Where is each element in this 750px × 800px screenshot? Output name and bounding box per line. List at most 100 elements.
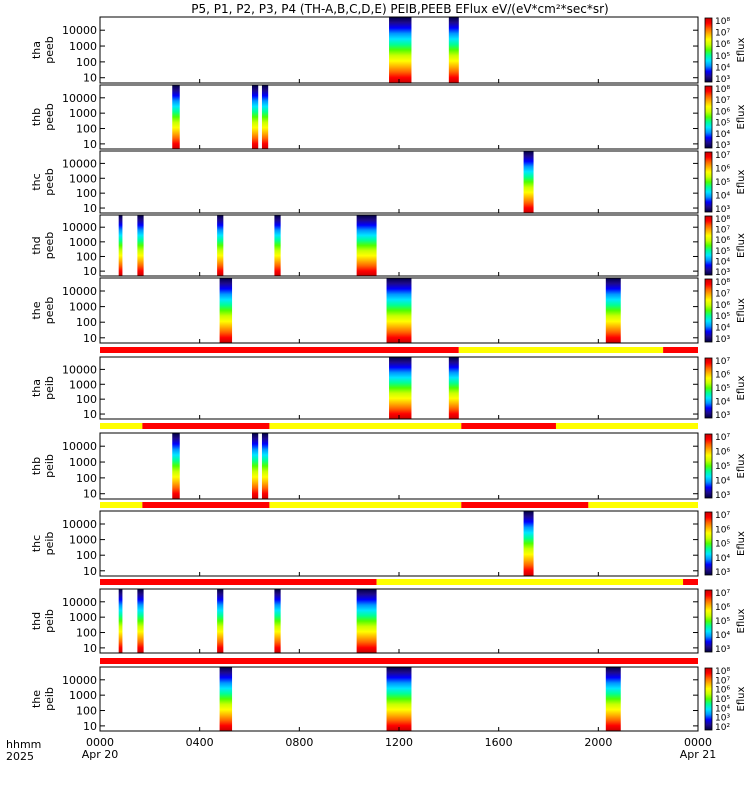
- panel-thc-peeb-colorbar: [704, 151, 713, 213]
- panel-thb-peib-colorbar-tick-3: 10⁶: [715, 448, 730, 458]
- panel-the-peib-colorbar-tick-4: 10⁶: [715, 686, 730, 696]
- panel-thd-peib-interval-2: [217, 589, 224, 653]
- panel-thd-peeb-colorbar-label: Eflux: [736, 233, 747, 258]
- panel-thd-peib-interval-1: [137, 589, 144, 653]
- panel-thc-peib-frame: [99, 510, 699, 577]
- panel-thc-peib-ytick-label-3: 10000: [62, 518, 97, 531]
- panel-thc-peib-colorbar-tick-0: 10³: [715, 568, 730, 578]
- panel-thd-peeb-frame: [99, 214, 699, 277]
- panel-thc-peeb-ytick-label-2: 1000: [69, 172, 97, 185]
- panel-thb-peeb-ytick-label-1: 100: [76, 123, 97, 136]
- panel-thb-peib-mode-segment-0: [100, 423, 143, 429]
- panel-the-peeb-colorbar: [704, 278, 713, 343]
- panel-thc-peib-ylabel-probe: thc: [30, 535, 43, 552]
- panel-thc-peib-colorbar-tick-2: 10⁵: [715, 540, 730, 550]
- panel-tha-peib-ytick-label-1: 100: [76, 393, 97, 406]
- panel-tha-peeb-colorbar-label: Eflux: [736, 37, 747, 62]
- panel-the-peib-colorbar-tick-5: 10⁷: [715, 676, 730, 686]
- panel-the-peeb-interval-0: [219, 278, 233, 343]
- panel-tha-peib-colorbar-tick-2: 10⁵: [715, 384, 730, 394]
- panel-thd-peeb-colorbar: [704, 215, 713, 276]
- panel-thd-peib-ytick-label-0: 10: [83, 642, 97, 655]
- panel-thb-peib-ylabel-species: peib: [43, 454, 56, 478]
- panel-thb-peeb-interval-0: [172, 85, 180, 149]
- panel-thb-peeb-colorbar-tick-1: 10⁴: [715, 130, 730, 140]
- panel-thd-peib-interval-0: [118, 589, 123, 653]
- panel-thb-peib-mode-segment-2: [269, 423, 462, 429]
- panel-tha-peib-ytick-label-3: 10000: [62, 363, 97, 376]
- panel-thc-peib-colorbar-tick-3: 10⁶: [715, 525, 730, 535]
- panel-thc-peib-ytick-label-1: 100: [76, 549, 97, 562]
- panel-the-peib-ylabel-species: peib: [43, 687, 56, 711]
- panel-the-peib-colorbar-tick-3: 10⁵: [715, 695, 730, 705]
- panel-tha-peeb-colorbar-tick-0: 10³: [715, 75, 730, 85]
- panel-thc-peib-mode-segment-4: [588, 502, 698, 508]
- panel-tha-peeb-colorbar: [704, 17, 713, 83]
- panel-thb-peib-colorbar-tick-0: 10³: [715, 491, 730, 501]
- panel-thd-peib-ytick-label-2: 1000: [69, 611, 97, 624]
- time-tick-label-6: 0000: [684, 736, 712, 749]
- panel-tha-peeb-ytick-label-1: 100: [76, 56, 97, 69]
- panel-the-peib-colorbar-label: Eflux: [736, 686, 747, 711]
- panel-thb-peib-colorbar-tick-4: 10⁷: [715, 433, 730, 443]
- panel-the-peib-interval-1: [386, 667, 412, 731]
- time-axis-label-year: 2025: [6, 750, 34, 763]
- panel-thc-peib-colorbar: [704, 511, 713, 576]
- panel-thc-peib-mode-segment-3: [461, 502, 589, 508]
- panel-thd-peeb-ytick-label-1: 100: [76, 250, 97, 263]
- panel-thb-peeb-ylabel-probe: thb: [30, 108, 43, 126]
- time-axis-label-hhmm: hhmm: [6, 738, 42, 751]
- panel-thd-peib-frame: [99, 588, 699, 654]
- panel-thc-peib-colorbar-tick-4: 10⁷: [715, 511, 730, 521]
- panel-tha-peeb-ylabel-species: peeb: [43, 36, 56, 64]
- panel-thd-peib-interval-3: [274, 589, 281, 653]
- panel-thc-peib-colorbar-tick-1: 10⁴: [715, 554, 730, 564]
- panel-tha-peib-interval-1: [448, 357, 459, 419]
- panel-thd-peib-ylabel-probe: thd: [30, 612, 43, 630]
- panel-the-peeb-ytick-label-1: 100: [76, 316, 97, 329]
- panel-the-peib-colorbar-tick-6: 10⁸: [715, 667, 730, 677]
- panel-thd-peib-colorbar-tick-4: 10⁷: [715, 589, 730, 599]
- panel-thd-peeb-colorbar-tick-2: 10⁵: [715, 247, 730, 257]
- time-tick-sublabel-6: Apr 21: [680, 748, 717, 761]
- panel-thd-peeb-ytick-label-0: 10: [83, 265, 97, 278]
- panel-tha-peib-ylabel-probe: tha: [30, 379, 43, 397]
- panel-tha-peeb-interval-0: [389, 17, 412, 83]
- panel-thb-peib-colorbar-label: Eflux: [736, 453, 747, 478]
- panel-thb-peib-interval-2: [261, 433, 269, 499]
- panel-thd-peib-mode-segment-1: [376, 579, 684, 585]
- panel-thd-peib-ytick-label-1: 100: [76, 627, 97, 640]
- panel-thd-peib-colorbar-tick-1: 10⁴: [715, 631, 730, 641]
- panel-thd-peib-colorbar-tick-0: 10³: [715, 645, 730, 655]
- panel-thd-peeb-ylabel-probe: thd: [30, 236, 43, 254]
- panel-the-peib-ytick-label-3: 10000: [62, 674, 97, 687]
- panel-thc-peeb-colorbar-tick-1: 10⁴: [715, 192, 730, 202]
- panel-thb-peeb-colorbar-tick-4: 10⁷: [715, 96, 730, 106]
- time-tick-sublabel-0: Apr 20: [82, 748, 119, 761]
- panel-the-peib-interval-2: [605, 667, 621, 731]
- panel-thd-peeb-ytick-label-2: 1000: [69, 236, 97, 249]
- panel-tha-peib-ytick-label-0: 10: [83, 408, 97, 421]
- panel-thd-peib-mode-segment-2: [683, 579, 698, 585]
- panel-thc-peeb-frame: [99, 150, 699, 214]
- panel-thb-peeb-colorbar-label: Eflux: [736, 104, 747, 129]
- panel-thd-peeb-colorbar-tick-1: 10⁴: [715, 257, 730, 267]
- panel-the-peib-interval-0: [219, 667, 233, 731]
- panel-thd-peib-colorbar-label: Eflux: [736, 608, 747, 633]
- panel-thd-peib-interval-4: [356, 589, 377, 653]
- panel-thd-peeb-interval-4: [356, 215, 377, 276]
- panel-the-peeb-ytick-label-0: 10: [83, 332, 97, 345]
- panel-tha-peeb-colorbar-tick-5: 10⁸: [715, 17, 730, 27]
- panel-tha-peib-mode-segment-1: [458, 347, 664, 353]
- panel-the-peeb-colorbar-tick-2: 10⁵: [715, 312, 730, 322]
- panel-thd-peeb-interval-1: [137, 215, 144, 276]
- panel-thb-peib-ytick-label-3: 10000: [62, 440, 97, 453]
- panel-the-peib-colorbar-tick-2: 10⁴: [715, 704, 730, 714]
- panel-the-peeb-ylabel-species: peeb: [43, 297, 56, 325]
- time-tick-label-1: 0400: [186, 736, 214, 749]
- panel-thb-peeb-colorbar-tick-3: 10⁶: [715, 107, 730, 117]
- panel-thc-peeb-ytick-label-0: 10: [83, 202, 97, 215]
- panel-tha-peib-ylabel-species: peib: [43, 376, 56, 400]
- panel-the-peeb-colorbar-tick-0: 10³: [715, 335, 730, 345]
- panel-the-peeb-colorbar-tick-4: 10⁷: [715, 289, 730, 299]
